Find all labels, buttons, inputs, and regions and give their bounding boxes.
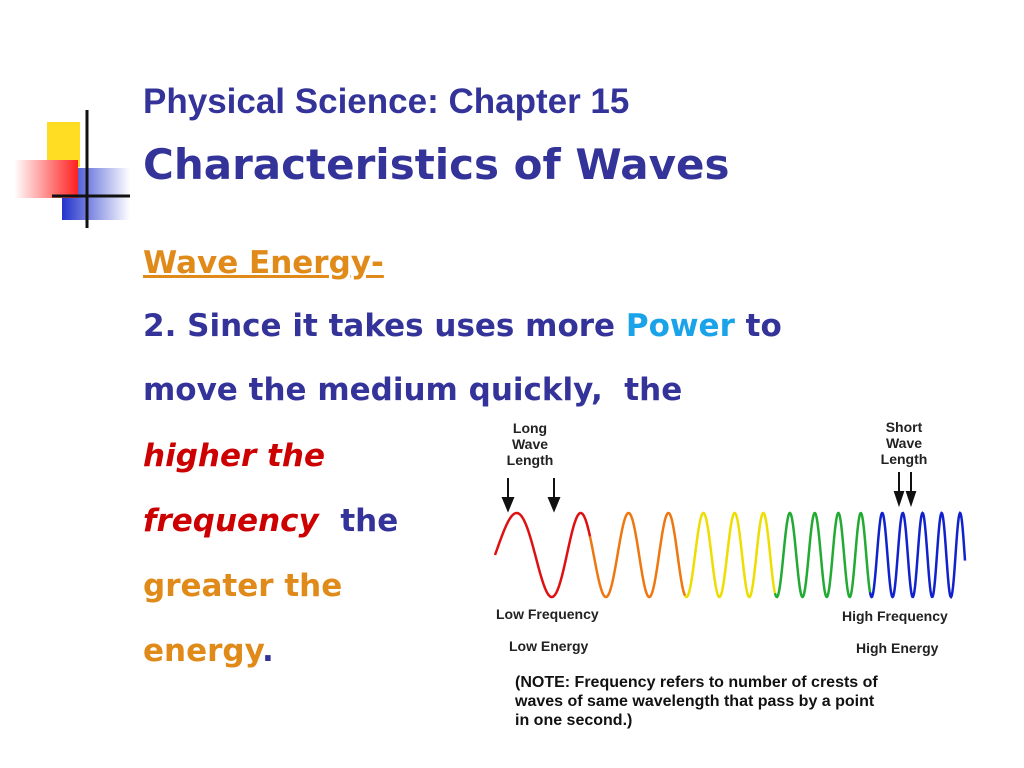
title-line: Characteristics of Waves [143,140,730,189]
text: to [745,308,782,344]
title-line: Physical Science: Chapter 15 [143,82,630,121]
wave [773,511,872,599]
label: Low Frequency [496,606,599,622]
label: High Energy [856,640,939,656]
body-line: energy. [143,633,274,669]
text: the [340,503,399,539]
note: in one second.) [515,712,632,729]
heading: Wave Energy- [143,245,384,281]
body-line: move the medium quickly, the [143,372,683,408]
label: Length [507,452,554,468]
text: 2. Since it takes uses more [143,308,616,344]
label: Wave [886,435,922,451]
wave [683,511,777,599]
body-line: 2. Since it takes uses more Power to [143,308,782,344]
wave [588,511,687,599]
highlight: frequency [143,503,319,539]
body-line: higher the [143,438,325,474]
red-square [14,160,78,198]
highlight: Power [625,308,735,344]
body-line: greater the [143,568,343,604]
label: Long [513,420,547,436]
label: Low Energy [509,638,589,654]
wave [493,511,592,599]
label: Short [886,419,923,435]
label: Wave [512,436,548,452]
body-line: frequency the [143,503,398,539]
note: (NOTE: Frequency refers to number of cre… [515,674,878,691]
note: waves of same wavelength that pass by a … [514,693,875,710]
yellow-square [47,122,80,167]
arrows [501,472,917,513]
label: Length [881,451,928,467]
wave [868,511,967,599]
label: High Frequency [842,608,948,624]
text: . [261,633,274,669]
highlight: energy [143,633,262,669]
